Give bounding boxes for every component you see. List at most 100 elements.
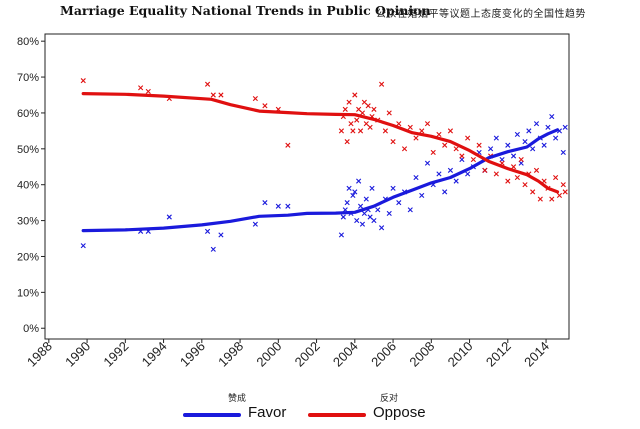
oppose-point — [459, 153, 465, 159]
favor-point — [359, 221, 366, 227]
x-tick-label: 2014 — [521, 339, 552, 370]
favor-point — [522, 139, 528, 145]
oppose-point — [262, 103, 268, 109]
favor-point — [553, 135, 559, 141]
x-tick-label: 1988 — [24, 339, 55, 370]
oppose-point — [390, 139, 396, 145]
oppose-point — [401, 146, 408, 152]
favor-point — [424, 160, 431, 166]
favor-point — [344, 200, 350, 206]
favor-point — [357, 203, 364, 209]
favor-trend-line — [81, 128, 560, 233]
oppose-point — [442, 142, 448, 148]
favor-point — [80, 243, 86, 249]
oppose-point — [382, 128, 388, 134]
favor-point — [354, 217, 360, 224]
favor-point — [447, 167, 454, 173]
favor-point — [442, 189, 448, 195]
oppose-point — [562, 189, 568, 195]
favor-point — [352, 189, 358, 195]
oppose-point — [252, 95, 258, 102]
favor-point — [210, 246, 216, 252]
oppose-point — [363, 121, 369, 127]
favor-point — [505, 142, 511, 148]
favor-point — [510, 153, 517, 159]
legend-oppose-label: Oppose — [373, 404, 426, 421]
oppose-point — [371, 106, 377, 112]
oppose-point — [210, 92, 216, 98]
favor-point — [560, 149, 566, 156]
x-axis: 1988 1990 1992 1994 1996 1998 2000 2002 2004 2006… — [24, 339, 552, 370]
favor-point — [350, 192, 356, 199]
oppose-point — [533, 167, 540, 173]
y-tick-label: 10% — [17, 287, 39, 299]
favor-point — [275, 203, 281, 209]
favor-point — [361, 210, 367, 217]
oppose-point — [465, 135, 471, 141]
favor-point — [166, 214, 172, 220]
oppose-trend-line — [81, 92, 560, 194]
favor-point — [453, 178, 459, 184]
oppose-point — [338, 128, 345, 134]
oppose-point — [367, 124, 373, 130]
oppose-point — [354, 117, 360, 123]
oppose-point — [346, 99, 352, 105]
oppose-point — [285, 142, 291, 148]
x-tick-label: 2010 — [445, 339, 476, 370]
x-tick-label: 2008 — [406, 339, 437, 370]
y-tick-label: 50% — [17, 144, 39, 156]
favor-point — [204, 228, 211, 234]
oppose-point — [560, 182, 566, 188]
oppose-point — [522, 182, 528, 188]
oppose-point — [365, 103, 371, 109]
oppose-point — [537, 196, 543, 202]
oppose-point — [530, 189, 536, 195]
x-tick-label: 2002 — [292, 339, 323, 370]
favor-point — [413, 174, 419, 181]
favor-point — [371, 217, 377, 224]
oppose-point — [556, 192, 563, 199]
oppose-point — [359, 110, 366, 116]
oppose-point — [218, 92, 224, 98]
oppose-point — [424, 121, 431, 127]
oppose-point — [342, 106, 348, 112]
oppose-point — [470, 156, 476, 163]
y-tick-label: 70% — [17, 72, 39, 84]
chart-title: Marriage Equality National Trends in Pub… — [60, 3, 431, 18]
favor-point — [562, 124, 568, 130]
y-tick-label: 0% — [23, 323, 39, 335]
favor-point — [530, 146, 536, 152]
oppose-point — [348, 121, 354, 127]
oppose-point — [138, 85, 144, 91]
oppose-point — [378, 81, 385, 87]
x-tick-label: 1998 — [215, 339, 246, 370]
legend-favor-label: Favor — [248, 404, 287, 421]
oppose-point — [505, 178, 511, 184]
favor-point — [419, 192, 425, 199]
plot-frame — [44, 33, 570, 340]
legend-oppose-swatch — [308, 413, 366, 417]
favor-point — [367, 214, 373, 220]
y-tick-label: 40% — [17, 180, 39, 192]
favor-point — [338, 232, 345, 238]
oppose-point — [518, 156, 524, 163]
oppose-point — [476, 142, 482, 148]
favor-point — [346, 185, 352, 191]
x-tick-label: 2006 — [368, 339, 399, 370]
oppose-point — [430, 149, 436, 156]
oppose-point — [553, 174, 559, 181]
favor-point — [356, 178, 362, 184]
oppose-point — [514, 174, 520, 181]
oppose-point — [396, 121, 402, 127]
favor-point — [218, 232, 224, 238]
favor-point — [533, 121, 540, 127]
oppose-point — [145, 88, 151, 95]
favor-point — [378, 225, 385, 231]
oppose-point — [510, 164, 517, 170]
y-tick-label: 20% — [17, 251, 39, 263]
oppose-point — [356, 106, 362, 112]
oppose-point — [344, 139, 350, 145]
oppose-point — [357, 128, 364, 134]
favor-point — [262, 200, 268, 206]
